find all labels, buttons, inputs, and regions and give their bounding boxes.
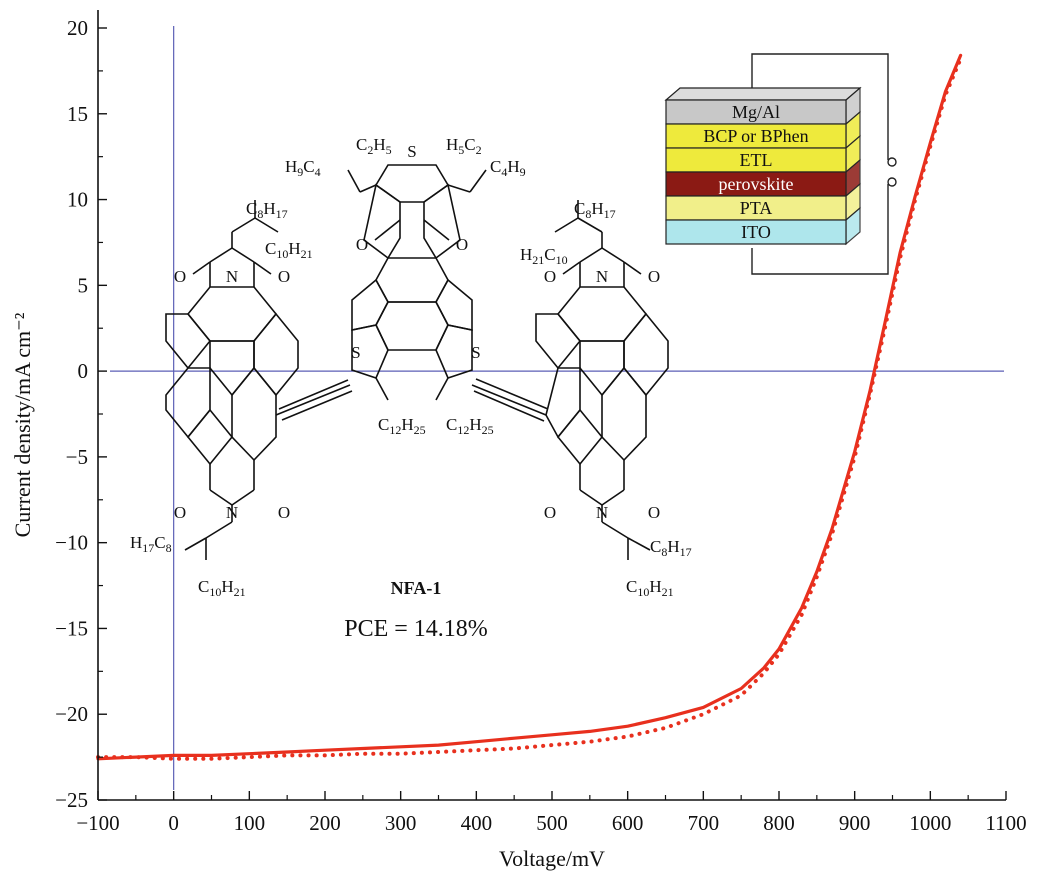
svg-text:H17C8: H17C8 [130, 533, 172, 555]
svg-text:N: N [596, 503, 608, 522]
device-layer [665, 171, 847, 197]
y-tick-label: 0 [78, 359, 89, 383]
device-layer [665, 195, 847, 221]
device-stack-inset: Mg/Al BCP or BPhen ETL perovskite PTA ITO [664, 53, 897, 275]
y-tick-label: −10 [55, 531, 88, 555]
series-solid-line [96, 53, 963, 761]
svg-text:O: O [278, 267, 290, 286]
svg-text:H5C2: H5C2 [446, 135, 482, 157]
device-layer [665, 219, 847, 245]
y-tick-label: −15 [55, 616, 88, 640]
svg-text:S: S [471, 343, 480, 362]
x-tick-label: 700 [688, 811, 720, 835]
x-tick-label: 900 [839, 811, 871, 835]
x-tick-label: 800 [763, 811, 795, 835]
device-top-face [664, 87, 862, 101]
x-tick-label: 200 [309, 811, 341, 835]
y-tick-label: −5 [66, 445, 88, 469]
svg-text:O: O [174, 267, 186, 286]
central-core-unit [347, 164, 487, 401]
x-tick-label: 0 [168, 811, 179, 835]
x-tick-label: 600 [612, 811, 644, 835]
svg-text:O: O [278, 503, 290, 522]
svg-text:O: O [174, 503, 186, 522]
device-layer [665, 123, 847, 149]
svg-text:O: O [456, 235, 468, 254]
device-layer-label: PTA [740, 198, 773, 218]
x-tick-label: 300 [385, 811, 417, 835]
pce-label: PCE = 14.18% [344, 616, 488, 642]
x-tick-label: −100 [76, 811, 119, 835]
svg-text:O: O [356, 235, 368, 254]
device-wire-top [751, 53, 889, 160]
x-ticks: −100 0 100 200 300 400 500 600 700 800 900 1000 1100 [76, 791, 1027, 835]
svg-text:N: N [226, 503, 238, 522]
x-tick-label: 100 [234, 811, 266, 835]
axes: −100 0 100 200 300 400 500 600 700 800 900 1000 1100… [55, 10, 1027, 835]
device-layer-label: BCP or BPhen [703, 126, 808, 146]
svg-text:N: N [596, 267, 608, 286]
svg-text:O: O [544, 503, 556, 522]
y-tick-label: −25 [55, 788, 88, 812]
svg-text:N: N [226, 267, 238, 286]
device-wire-bottom [751, 184, 889, 275]
svg-text:O: O [648, 267, 660, 286]
y-tick-label: 10 [67, 188, 88, 212]
x-axis-title: Voltage/mV [499, 846, 605, 871]
x-tick-label: 500 [536, 811, 568, 835]
y-ticks: −25 −20 −15 −10 −5 0 5 10 15 20 [55, 16, 107, 812]
svg-text:H9C4: H9C4 [285, 157, 321, 179]
y-axis-title: Current density/mA cm⁻² [10, 312, 35, 537]
svg-text:S: S [407, 142, 416, 161]
terminal-bottom [887, 177, 897, 187]
series-layer [96, 53, 963, 761]
device-layer-label: ETL [740, 150, 773, 170]
y-tick-label: −20 [55, 702, 88, 726]
series-dotted-line [96, 56, 963, 761]
y-tick-label: 15 [67, 102, 88, 126]
svg-text:C2H5: C2H5 [356, 135, 392, 157]
y-tick-label: 5 [78, 273, 89, 297]
right-pdi-unit [535, 200, 669, 560]
svg-text:O: O [544, 267, 556, 286]
device-layer-label: Mg/Al [732, 102, 780, 122]
molecule-structure [165, 164, 669, 560]
molecule-name: NFA-1 [391, 578, 442, 598]
x-tick-label: 1100 [985, 811, 1026, 835]
x-tick-label: 400 [461, 811, 493, 835]
y-tick-label: 20 [67, 16, 88, 40]
device-layer [665, 99, 847, 125]
svg-text:C8H17: C8H17 [650, 537, 692, 559]
left-pdi-unit [165, 200, 299, 560]
device-layer-label: perovskite [719, 174, 794, 194]
svg-text:S: S [351, 343, 360, 362]
terminal-top [887, 157, 897, 167]
svg-text:O: O [648, 503, 660, 522]
x-tick-label: 1000 [909, 811, 951, 835]
svg-text:C4H9: C4H9 [490, 157, 526, 179]
device-layer-label: ITO [741, 222, 771, 242]
svg-text:C12H25: C12H25 [446, 415, 494, 437]
device-layers: Mg/Al BCP or BPhen ETL perovskite PTA ITO [664, 86, 862, 246]
